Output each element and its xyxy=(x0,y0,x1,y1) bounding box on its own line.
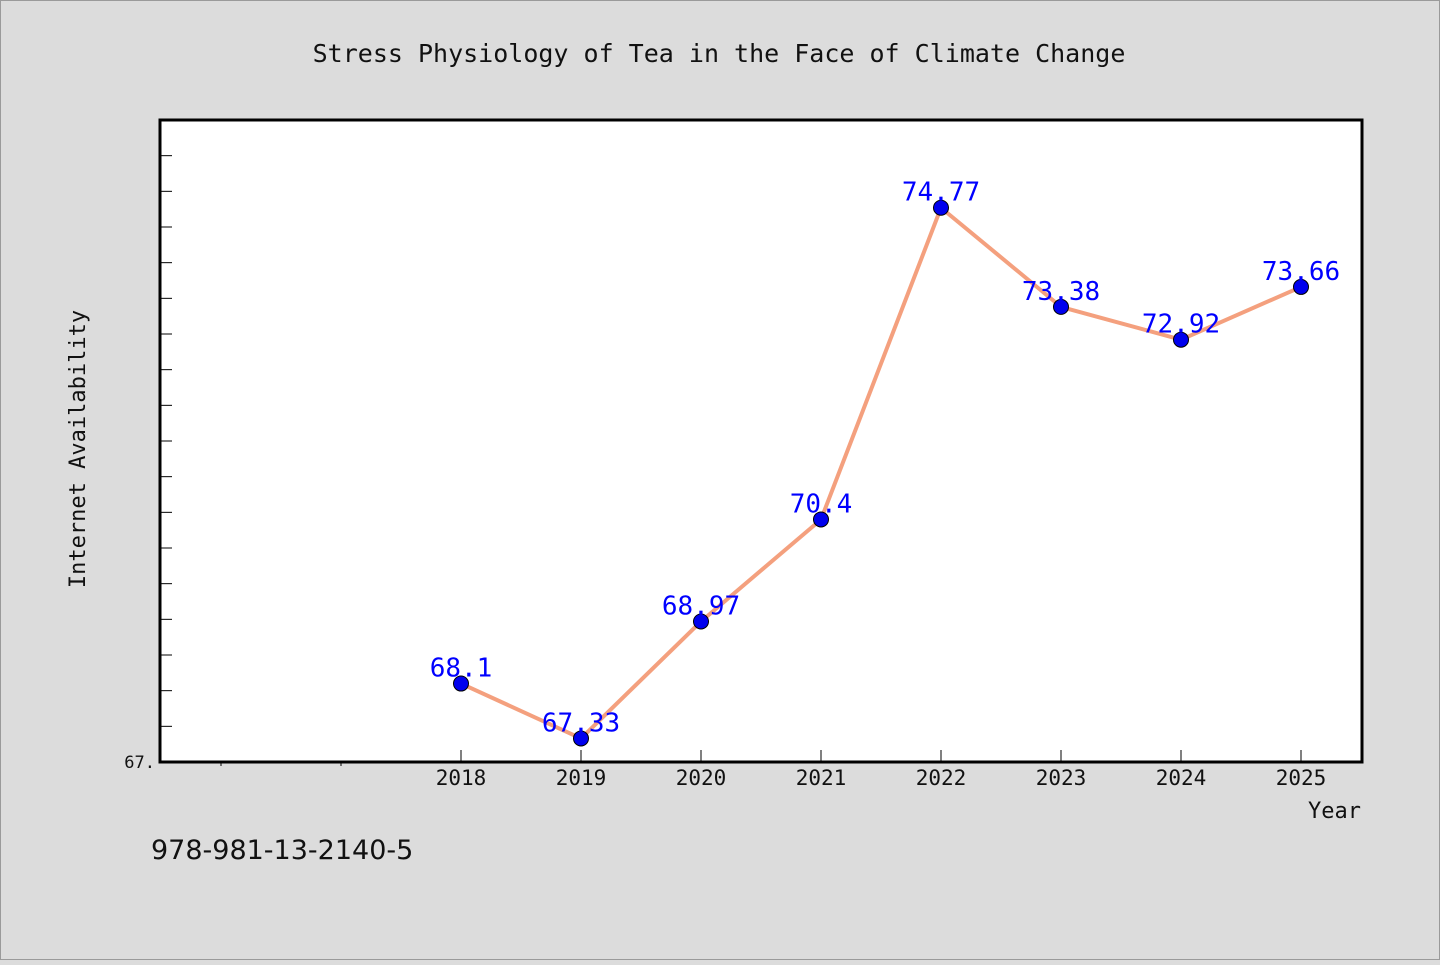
x-tick-label: 2020 xyxy=(676,766,727,790)
data-label: 68.1 xyxy=(430,654,493,684)
data-point xyxy=(1053,298,1069,315)
y-axis-ticks xyxy=(160,155,172,727)
data-label: 68.97 xyxy=(662,591,740,621)
y-tick-label: 67. xyxy=(124,753,155,773)
data-point xyxy=(933,199,949,216)
chart-title: Stress Physiology of Tea in the Face of … xyxy=(313,39,1126,68)
x-tick-label: 2021 xyxy=(796,766,847,790)
x-tick-label: 2019 xyxy=(556,766,607,790)
plot-area xyxy=(158,118,1364,764)
y-axis-label: Internet Availability xyxy=(66,310,91,588)
isbn-caption: 978-981-13-2140-5 xyxy=(151,835,414,866)
x-axis: 2018 2019 2020 2021 2022 2023 2024 2025 xyxy=(436,750,1327,790)
x-tick-label: 2018 xyxy=(436,766,487,790)
x-tick-label: 2022 xyxy=(916,766,967,790)
data-label: 72.92 xyxy=(1142,310,1220,340)
data-labels: 68.1 67.33 68.97 70.4 74.77 73.38 72.92 73.66 xyxy=(430,178,1340,739)
data-label: 70.4 xyxy=(790,489,853,519)
data-point xyxy=(573,730,589,747)
data-label: 73.66 xyxy=(1262,257,1340,287)
data-point xyxy=(453,675,469,692)
x-axis-minor-ticks xyxy=(220,762,342,766)
x-tick-label: 2023 xyxy=(1036,766,1087,790)
data-point xyxy=(813,511,829,528)
data-markers xyxy=(453,199,1309,747)
series-line xyxy=(460,205,1302,741)
data-point xyxy=(1293,278,1309,295)
data-label: 67.33 xyxy=(542,708,620,738)
data-point xyxy=(693,613,709,630)
x-tick-label: 2025 xyxy=(1276,766,1327,790)
x-axis-label: Year xyxy=(1308,799,1361,824)
data-point xyxy=(1173,331,1189,348)
x-tick-label: 2024 xyxy=(1156,766,1207,790)
data-label: 74.77 xyxy=(902,178,980,208)
data-label: 73.38 xyxy=(1022,277,1100,307)
